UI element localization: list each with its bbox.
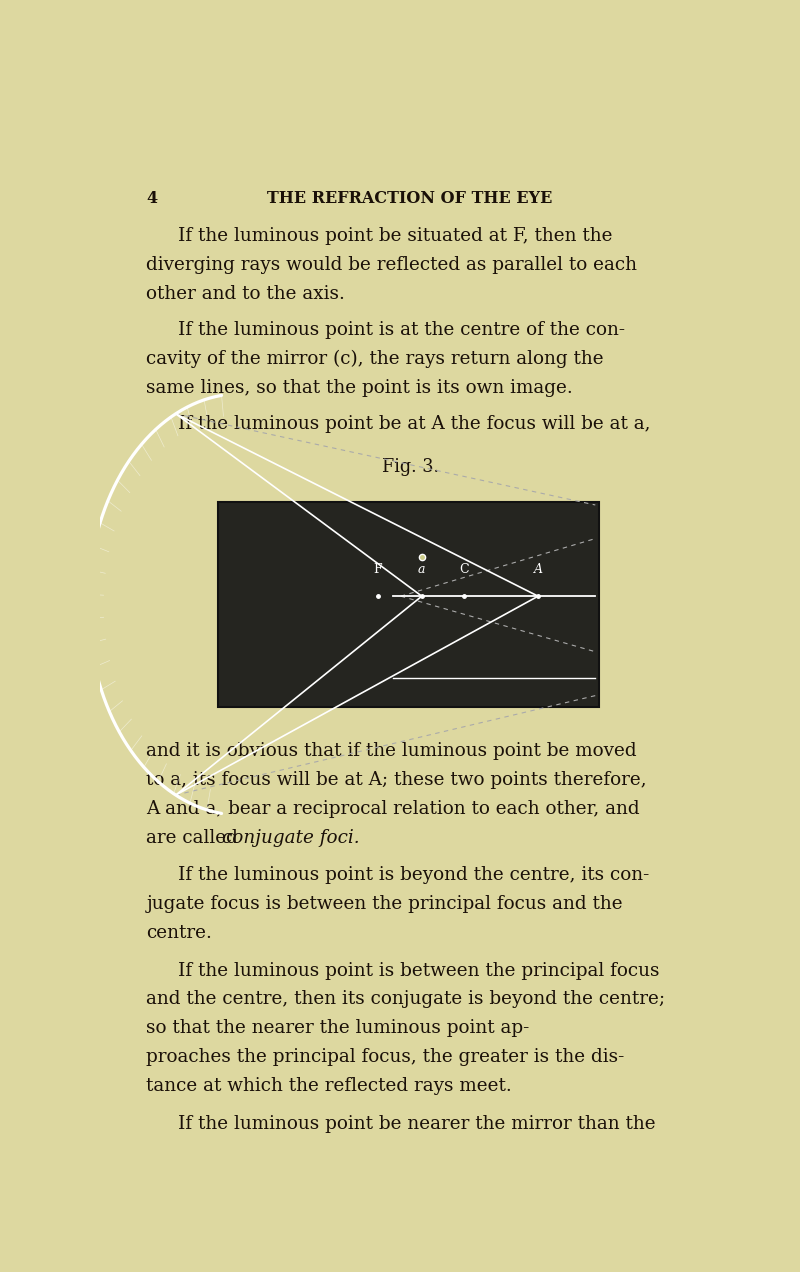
Text: other and to the axis.: other and to the axis. (146, 285, 346, 303)
Text: If the luminous point is beyond the centre, its con-: If the luminous point is beyond the cent… (178, 866, 649, 884)
Text: F: F (374, 562, 382, 576)
Text: If the luminous point be nearer the mirror than the: If the luminous point be nearer the mirr… (178, 1114, 655, 1132)
Text: A: A (534, 562, 542, 576)
Text: Fig. 3.: Fig. 3. (382, 458, 438, 476)
Text: If the luminous point is at the centre of the con-: If the luminous point is at the centre o… (178, 321, 625, 338)
Text: so that the nearer the luminous point ap-: so that the nearer the luminous point ap… (146, 1019, 530, 1037)
Text: THE REFRACTION OF THE EYE: THE REFRACTION OF THE EYE (267, 190, 553, 207)
Text: If the luminous point is between the principal focus: If the luminous point is between the pri… (178, 962, 659, 979)
Text: If the luminous point be situated at F, then the: If the luminous point be situated at F, … (178, 228, 612, 245)
Text: and the centre, then its conjugate is beyond the centre;: and the centre, then its conjugate is be… (146, 991, 666, 1009)
Bar (218, 501, 599, 707)
Text: conjugate foci.: conjugate foci. (222, 828, 360, 847)
Text: 4: 4 (146, 190, 158, 207)
Text: a: a (418, 562, 426, 576)
Text: centre.: centre. (146, 923, 212, 943)
Text: If the luminous point be at A the focus will be at a,: If the luminous point be at A the focus … (178, 415, 650, 432)
Text: are called: are called (146, 828, 244, 847)
Text: C: C (459, 562, 469, 576)
Text: to a, its focus will be at A; these two points therefore,: to a, its focus will be at A; these two … (146, 771, 647, 789)
Text: jugate focus is between the principal focus and the: jugate focus is between the principal fo… (146, 895, 623, 913)
Text: proaches the principal focus, the greater is the dis-: proaches the principal focus, the greate… (146, 1048, 625, 1066)
Text: same lines, so that the point is its own image.: same lines, so that the point is its own… (146, 379, 574, 397)
Text: diverging rays would be reflected as parallel to each: diverging rays would be reflected as par… (146, 256, 638, 273)
Text: cavity of the mirror (c), the rays return along the: cavity of the mirror (c), the rays retur… (146, 350, 604, 368)
Text: A and a, bear a reciprocal relation to each other, and: A and a, bear a reciprocal relation to e… (146, 800, 640, 818)
Text: tance at which the reflected rays meet.: tance at which the reflected rays meet. (146, 1077, 512, 1095)
Text: and it is obvious that if the luminous point be moved: and it is obvious that if the luminous p… (146, 742, 637, 759)
